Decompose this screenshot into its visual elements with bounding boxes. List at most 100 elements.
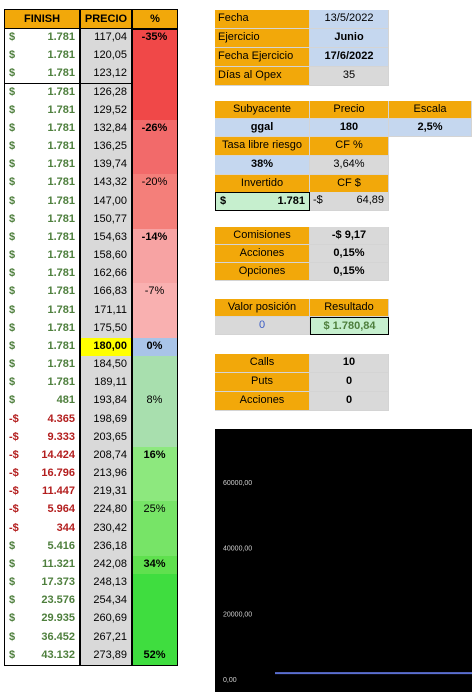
finish-value: 1.781 [47,339,75,352]
pct-cell [132,574,178,594]
precio-cell: 150,77 [80,210,132,230]
finish-sign: $ [9,194,16,207]
finish-sign: $ [9,557,16,570]
pct-cell: 8% [132,392,178,412]
finish-sign: -$ [9,521,19,534]
pct-cell [132,247,178,267]
pct-cell [132,101,178,121]
finish-value: 1.781 [47,321,75,334]
finish-cell: $1.781 [4,265,80,285]
finish-sign: $ [9,303,16,316]
pct-cell: 34% [132,555,178,576]
finish-value: 43.132 [41,648,75,661]
y-tick-label: 40000,00 [223,546,252,553]
finish-value: 481 [56,394,75,407]
finish-sign: $ [9,267,16,280]
finish-cell: $11.321 [4,555,80,576]
precio-value[interactable]: 180 [310,119,389,137]
finish-cell: $23.576 [4,592,80,612]
pct-cell: 0% [132,337,178,358]
escala-value[interactable]: 2,5% [389,119,472,137]
precio-cell: 136,25 [80,138,132,158]
pct-cell [132,537,178,557]
precio-cell: 117,04 [80,29,132,49]
precio-cell: 203,65 [80,428,132,448]
precio-cell: 126,28 [80,83,132,103]
finish-cell: $17.373 [4,574,80,594]
finish-sign: $ [9,49,16,62]
finish-sign: $ [9,85,16,98]
pct-cell [132,628,178,648]
calls-value[interactable]: 10 [310,354,389,373]
finish-sign: -$ [9,467,19,480]
precio-cell: 171,11 [80,301,132,321]
pct-cell [132,138,178,158]
finish-sign: $ [9,376,16,389]
valor-posicion-label: Valor posición [215,299,310,317]
finish-cell: $1.781 [4,228,80,249]
precio-cell: 213,96 [80,465,132,485]
finish-cell: $1.781 [4,337,80,358]
acciones-cost-value: 0,15% [310,245,389,263]
finish-value: 23.576 [41,594,75,607]
finish-sign: $ [9,140,16,153]
finish-cell: $43.132 [4,646,80,666]
finish-sign: $ [9,321,16,334]
finish-sign: -$ [9,503,19,516]
finish-cell: $5.416 [4,537,80,557]
finish-cell: $1.781 [4,174,80,194]
finish-sign: $ [9,230,16,243]
pct-cell [132,65,178,85]
finish-cell: $1.781 [4,210,80,230]
precio-label: Precio [310,101,389,119]
finish-value: 1.781 [47,103,75,116]
precio-cell: 248,13 [80,574,132,594]
precio-cell: 208,74 [80,446,132,467]
puts-label: Puts [215,373,310,392]
precio-cell: 193,84 [80,392,132,412]
precio-cell: 162,66 [80,265,132,285]
pct-cell [132,356,178,376]
finish-cell: -$ 5.964 [4,501,80,521]
finish-sign: $ [9,67,16,80]
precio-cell: 180,00 [80,337,132,358]
precio-cell: 198,69 [80,410,132,430]
ejercicio-value[interactable]: Junio [310,29,389,48]
precio-cell: 120,05 [80,47,132,67]
precio-cell: 154,63 [80,228,132,249]
tasa-value[interactable]: 38% [215,156,310,175]
finish-value: 1.781 [47,194,75,207]
acciones-count-value[interactable]: 0 [310,392,389,411]
dias-opex-label: Días al Opex [215,67,310,86]
fecha-ejercicio-label: Fecha Ejercicio [215,48,310,67]
finish-value: 11.447 [41,485,75,498]
finish-sign: $ [9,630,16,643]
finish-sign: -$ [9,430,19,443]
finish-cell: $1.781 [4,65,80,85]
precio-cell: 143,32 [80,174,132,194]
puts-value[interactable]: 0 [310,373,389,392]
finish-value: 1.781 [47,285,75,298]
finish-cell: -$ 14.424 [4,446,80,467]
payoff-chart-svg: 0,00 20000,00 40000,00 60000,00 [223,480,472,684]
finish-value: 1.781 [47,49,75,62]
finish-cell: $1.781 [4,83,80,103]
payoff-chart[interactable]: 0,00 20000,00 40000,00 60000,00 [215,429,472,692]
fecha-value[interactable]: 13/5/2022 [310,10,389,29]
dias-opex-value: 35 [310,67,389,86]
fecha-ejercicio-value[interactable]: 17/6/2022 [310,48,389,67]
finish-value: 1.781 [47,303,75,316]
precio-cell: 224,80 [80,501,132,521]
subyacente-value[interactable]: ggal [215,119,310,137]
payoff-table: FINISH PRECIO % $1.781 117,04 -35% $1.781 12… [0,0,180,692]
finish-cell: $481 [4,392,80,412]
pct-cell [132,265,178,285]
finish-value: 14.424 [41,448,75,461]
finish-value: 4.365 [47,412,75,425]
finish-cell: $1.781 [4,101,80,121]
precio-cell: 267,21 [80,628,132,648]
finish-value: 9.333 [47,430,75,443]
finish-sign: -$ [9,485,19,498]
precio-cell: 273,89 [80,646,132,666]
pct-cell: -35% [132,29,178,49]
